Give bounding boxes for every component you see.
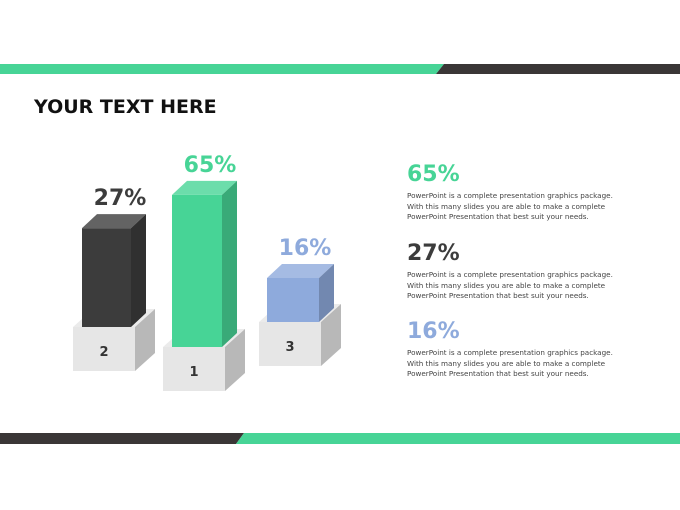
podium-rank-label: 1 (189, 365, 198, 380)
bar-2-top (82, 214, 146, 229)
podium-rank-label: 3 (285, 340, 294, 355)
podium-2-side (135, 309, 155, 371)
top-green-band (0, 64, 444, 74)
info-text: PowerPoint is a complete presentation gr… (407, 348, 613, 378)
bar-2-front (82, 228, 131, 327)
bar-3-front (267, 278, 319, 322)
slide-title: YOUR TEXT HERE (34, 96, 217, 118)
podium-2-front (73, 327, 135, 371)
podium-1-side (225, 329, 245, 391)
bottom-dark-band (0, 433, 244, 444)
bar-1-top (172, 180, 237, 195)
info-text: PowerPoint is a complete presentation gr… (407, 270, 613, 300)
bar-3-side (319, 264, 334, 322)
info-item-3: 16% PowerPoint is a complete presentatio… (407, 319, 627, 380)
info-value: 27% (407, 241, 460, 266)
bottom-green-band (236, 433, 680, 444)
podium-3-front (259, 322, 321, 366)
info-text: PowerPoint is a complete presentation gr… (407, 191, 613, 221)
bar-value-label: 16% (279, 236, 332, 261)
bar-2-side (131, 214, 146, 327)
bar-1-front (172, 194, 222, 347)
podium-rank-label: 2 (99, 345, 108, 360)
podium-1-front (163, 347, 225, 391)
podium-3-side (321, 304, 341, 366)
info-item-1: 65% PowerPoint is a complete presentatio… (407, 162, 627, 223)
bar-value-label: 65% (184, 153, 237, 178)
bar-value-label: 27% (94, 186, 147, 211)
info-value: 65% (407, 162, 460, 187)
bar-1-side (222, 180, 237, 347)
info-value: 16% (407, 319, 460, 344)
bar-3-top (267, 264, 334, 278)
info-item-2: 27% PowerPoint is a complete presentatio… (407, 241, 627, 302)
top-dark-band (436, 64, 680, 74)
